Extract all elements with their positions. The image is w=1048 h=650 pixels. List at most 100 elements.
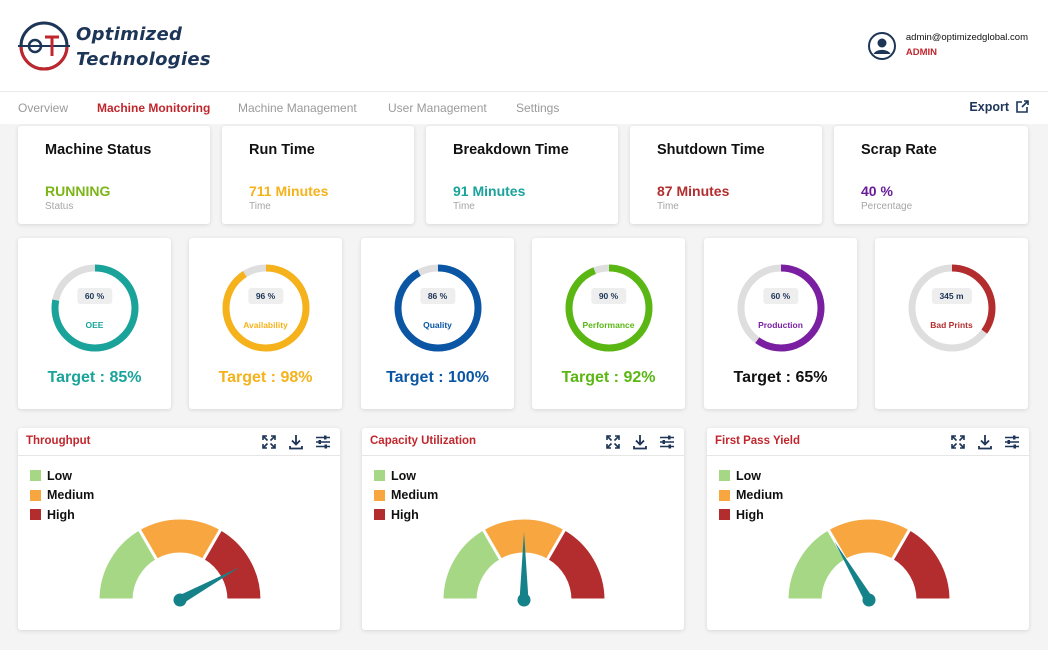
kpi-card-production: 60 % Production Target : 65% (704, 238, 857, 409)
download-icon[interactable] (632, 434, 648, 450)
kpi-label: Quality (423, 320, 452, 330)
legend-swatch (719, 509, 730, 521)
gauge-segment-high (200, 526, 264, 602)
user-email: admin@optimizedglobal.com (905, 32, 1028, 43)
legend-item-low: Low (30, 466, 94, 486)
kpi-value: 86 % (419, 288, 456, 304)
legend-label: Low (47, 468, 72, 483)
donut-progress-arc (222, 264, 309, 352)
kpi-value: 96 % (247, 288, 284, 304)
kpi-card-bad-prints: 345 m Bad Prints (875, 238, 1028, 409)
gauge-title: Capacity Utilization (370, 435, 477, 447)
nav-settings[interactable]: Settings (516, 101, 560, 115)
kpi-value: 60 % (76, 288, 113, 304)
legend-swatch (30, 470, 41, 482)
user-role: ADMIN (905, 47, 938, 58)
legend-item-low: Low (374, 466, 438, 486)
stat-card-scrap-rate: Scrap Rate 40 % Percentage (834, 126, 1028, 224)
kpi-value: 345 m (931, 288, 972, 304)
gauge-card-capacity-utilization: Capacity Utilization Low Medium High (362, 428, 684, 630)
legend-label: High (736, 507, 764, 522)
gauge-title: Throughput (26, 435, 91, 447)
stat-card-run-time: Run Time 711 Minutes Time (222, 126, 414, 224)
legend-item-medium: Medium (719, 486, 783, 506)
gauge-needle-hub (517, 593, 531, 607)
legend-swatch (719, 470, 730, 482)
legend-item-high: High (30, 505, 94, 525)
kpi-card-oee: 60 % OEE Target : 85% (18, 238, 171, 409)
download-icon[interactable] (977, 434, 993, 450)
legend-swatch (374, 489, 385, 501)
legend-item-high: High (719, 505, 783, 525)
legend-swatch (374, 470, 385, 482)
donut-ring (394, 264, 481, 352)
brand-line-1: Optimized (76, 24, 183, 45)
kpi-target: Target : 100% (386, 369, 489, 386)
download-icon[interactable] (288, 434, 304, 450)
export-button[interactable]: Export (969, 99, 1030, 114)
nav-machine-monitoring[interactable]: Machine Monitoring (97, 101, 211, 115)
brand-line-2: Technologies (76, 49, 211, 70)
gauge-legend: Low Medium High (719, 466, 783, 525)
kpi-label: Production (758, 320, 803, 330)
stat-title: Run Time (249, 142, 315, 158)
stat-value: RUNNING (45, 183, 111, 199)
nav-machine-management[interactable]: Machine Management (238, 101, 357, 115)
stat-title: Breakdown Time (453, 142, 569, 158)
expand-icon[interactable] (261, 434, 277, 450)
legend-label: Medium (47, 488, 95, 503)
gauge-needle (834, 541, 873, 603)
stat-title: Machine Status (45, 142, 152, 158)
gauge-chart (96, 516, 264, 607)
kpi-card-performance: 90 % Performance Target : 92% (532, 238, 685, 409)
nav-user-management[interactable]: User Management (388, 101, 487, 115)
kpi-label: Bad Prints (930, 320, 973, 330)
gauge-needle-hub (862, 593, 876, 607)
gauge-segment-high (544, 526, 608, 602)
legend-item-high: High (374, 505, 438, 525)
stat-value: 87 Minutes (657, 183, 730, 199)
gauge-card-first-pass-yield: First Pass Yield Low Medium High (707, 428, 1029, 630)
gauge-segment-high (889, 526, 953, 602)
kpi-target: Target : 85% (47, 369, 142, 386)
legend-label: Low (391, 468, 416, 483)
stat-sub: Time (453, 201, 475, 212)
gauge-header: Throughput (18, 428, 340, 456)
kpi-label: Performance (582, 320, 635, 330)
legend-item-low: Low (719, 466, 783, 486)
stat-title: Scrap Rate (861, 142, 937, 158)
kpi-card-quality: 86 % Quality Target : 100% (361, 238, 514, 409)
stat-value: 711 Minutes (249, 183, 329, 199)
stat-sub: Time (249, 201, 271, 212)
sliders-icon[interactable] (1004, 434, 1020, 450)
app-header: Optimized Technologies admin@optimizedgl… (0, 0, 1048, 92)
gauge-needle-hub (173, 593, 187, 607)
external-link-icon (1016, 100, 1029, 113)
sliders-icon[interactable] (659, 434, 675, 450)
nav-overview[interactable]: Overview (18, 101, 69, 115)
user-profile[interactable]: admin@optimizedglobal.com ADMIN (867, 30, 1028, 62)
stat-sub: Percentage (861, 201, 913, 212)
gauge-header: Capacity Utilization (362, 428, 684, 456)
stat-value: 40 % (861, 183, 893, 199)
expand-icon[interactable] (605, 434, 621, 450)
gauge-needle (519, 532, 529, 600)
donut-ring (908, 264, 995, 352)
legend-label: Low (736, 468, 761, 483)
expand-icon[interactable] (950, 434, 966, 450)
gauge-chart (440, 516, 608, 607)
gauge-card-throughput: Throughput Low Medium High (18, 428, 340, 630)
kpi-target: Target : 65% (733, 369, 828, 386)
legend-swatch (30, 489, 41, 501)
stat-card-machine-status: Machine Status RUNNING Status (18, 126, 210, 224)
sliders-icon[interactable] (315, 434, 331, 450)
legend-label: High (391, 507, 419, 522)
stat-title: Shutdown Time (657, 142, 765, 158)
kpi-value: 60 % (762, 288, 799, 304)
gauge-legend: Low Medium High (374, 466, 438, 525)
kpi-label: OEE (85, 320, 104, 330)
kpi-label: Availability (243, 320, 288, 330)
legend-item-medium: Medium (374, 486, 438, 506)
donut-ring (565, 264, 652, 352)
gauge-title: First Pass Yield (715, 435, 801, 447)
